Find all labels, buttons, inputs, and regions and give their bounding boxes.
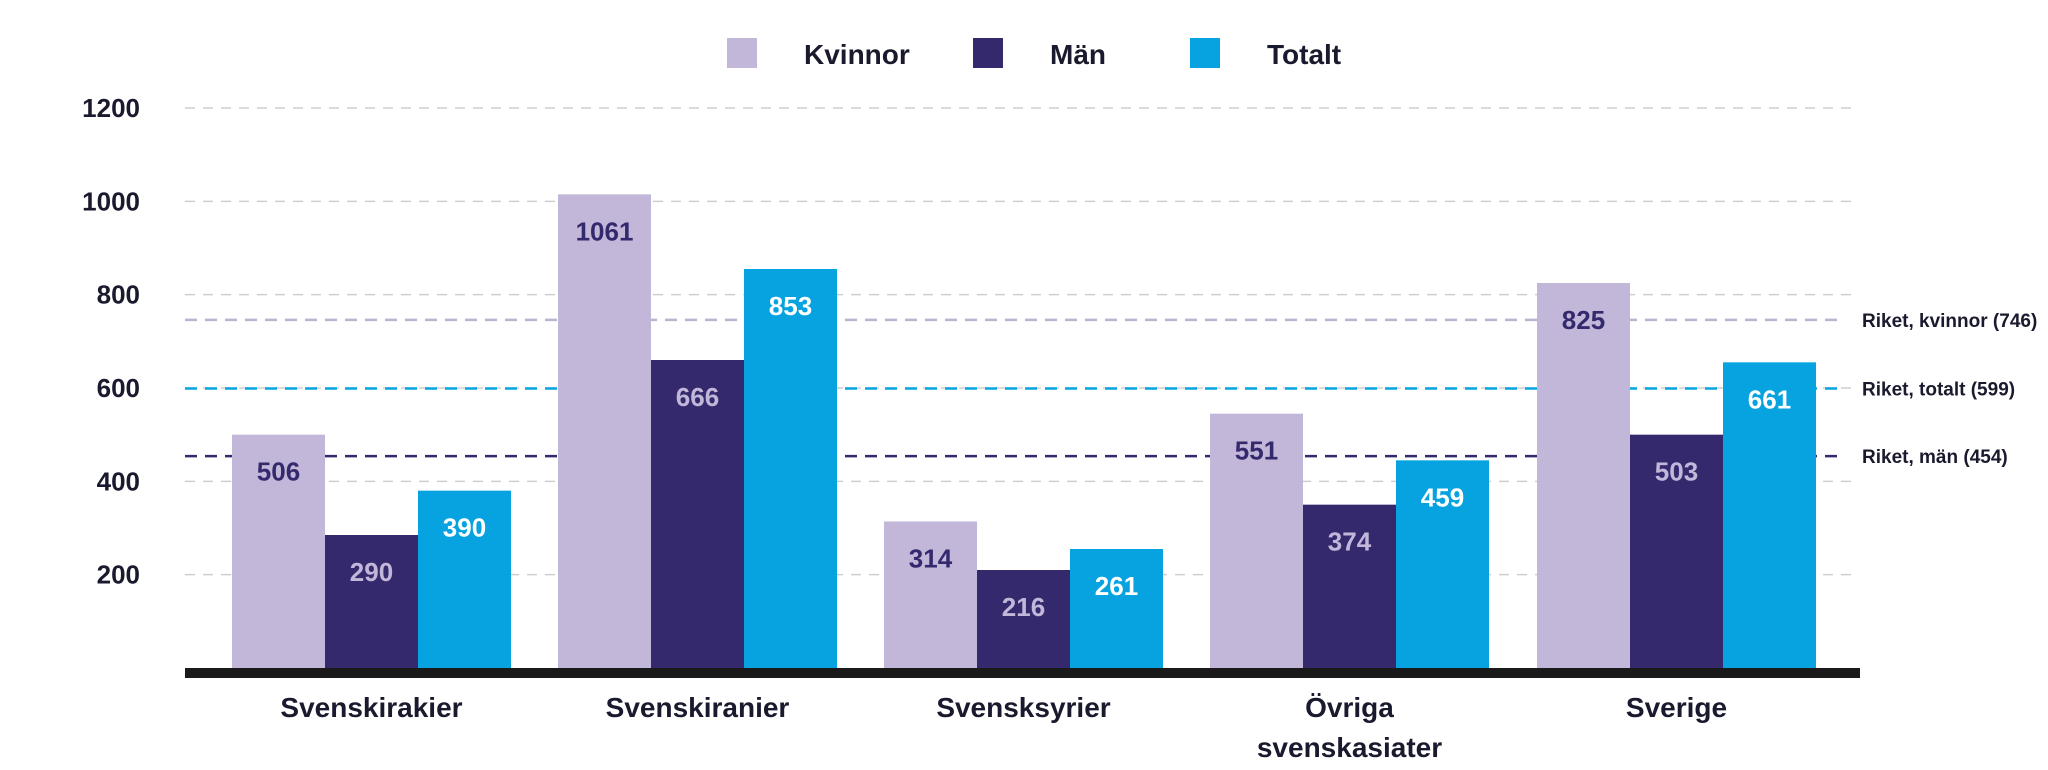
y-tick-label-200: 200 — [97, 560, 140, 590]
bar-value-label-2-3: 459 — [1421, 482, 1464, 512]
bar-0-4 — [1537, 283, 1630, 668]
x-axis-label-3-1: svenskasiater — [1257, 732, 1442, 763]
bar-value-label-1-4: 503 — [1655, 457, 1698, 487]
x-axis — [185, 668, 1860, 678]
legend: Kvinnor Män Totalt — [727, 38, 1341, 70]
bar-2-0 — [418, 490, 511, 668]
legend-label-1: Män — [1050, 39, 1106, 70]
bar-value-label-1-3: 374 — [1328, 527, 1372, 557]
reference-line-label-1: Riket, totalt (599) — [1862, 379, 2015, 400]
bar-value-label-0-0: 506 — [257, 457, 300, 487]
x-axis-line — [185, 668, 1860, 678]
bar-value-label-1-0: 290 — [350, 557, 393, 587]
bar-value-label-0-2: 314 — [909, 543, 953, 573]
x-axis-label-1-0: Svenskiranier — [606, 692, 790, 723]
y-tick-label-800: 800 — [97, 280, 140, 310]
bar-value-label-0-3: 551 — [1235, 436, 1278, 466]
y-tick-label-1200: 1200 — [82, 93, 140, 123]
bar-value-label-2-0: 390 — [443, 513, 486, 543]
bar-value-label-2-4: 661 — [1748, 384, 1791, 414]
reference-line-label-0: Riket, kvinnor (746) — [1862, 311, 2037, 332]
x-axis-labels: Svenskirakier Svenskiranier Svensksyrier Öv… — [280, 692, 1727, 763]
bar-1-3 — [1303, 504, 1396, 668]
x-axis-label-3-0: Övriga — [1305, 692, 1394, 723]
legend-swatch-1 — [973, 38, 1003, 68]
x-axis-label-4-0: Sverige — [1626, 692, 1727, 723]
bar-1-0 — [325, 535, 418, 668]
bar-0-1 — [558, 194, 651, 669]
bar-value-label-2-2: 261 — [1095, 571, 1138, 601]
y-tick-label-600: 600 — [97, 373, 140, 403]
bar-value-label-2-1: 853 — [769, 291, 812, 321]
bar-2-3 — [1396, 460, 1489, 668]
bar-2-2 — [1070, 549, 1163, 668]
y-tick-label-1000: 1000 — [82, 186, 140, 216]
bar-value-label-0-1: 1061 — [576, 216, 634, 246]
legend-swatch-2 — [1190, 38, 1220, 68]
bar-0-3 — [1210, 413, 1303, 668]
bar-2-4 — [1723, 362, 1816, 668]
bar-value-label-1-2: 216 — [1002, 592, 1045, 622]
reference-line-label-2: Riket, män (454) — [1862, 447, 2008, 468]
bar-2-1 — [744, 269, 837, 668]
bar-0-0 — [232, 434, 325, 668]
bar-1-1 — [651, 360, 744, 668]
bar-0-2 — [884, 521, 977, 668]
bar-1-4 — [1630, 434, 1723, 668]
bar-value-label-0-4: 825 — [1562, 305, 1605, 335]
y-tick-label-400: 400 — [97, 466, 140, 496]
legend-label-0: Kvinnor — [804, 39, 910, 70]
y-axis-ticks: 200 400 600 800 1000 1200 — [82, 93, 140, 590]
x-axis-label-0-0: Svenskirakier — [280, 692, 462, 723]
bar-value-label-1-1: 666 — [676, 382, 719, 412]
bars: 506 290 390 1061 666 853 314 216 261 551 374 459 825… — [232, 194, 1816, 669]
legend-swatch-0 — [727, 38, 757, 68]
legend-label-2: Totalt — [1267, 39, 1341, 70]
bar-1-2 — [977, 570, 1070, 668]
x-axis-label-2-0: Svensksyrier — [936, 692, 1110, 723]
